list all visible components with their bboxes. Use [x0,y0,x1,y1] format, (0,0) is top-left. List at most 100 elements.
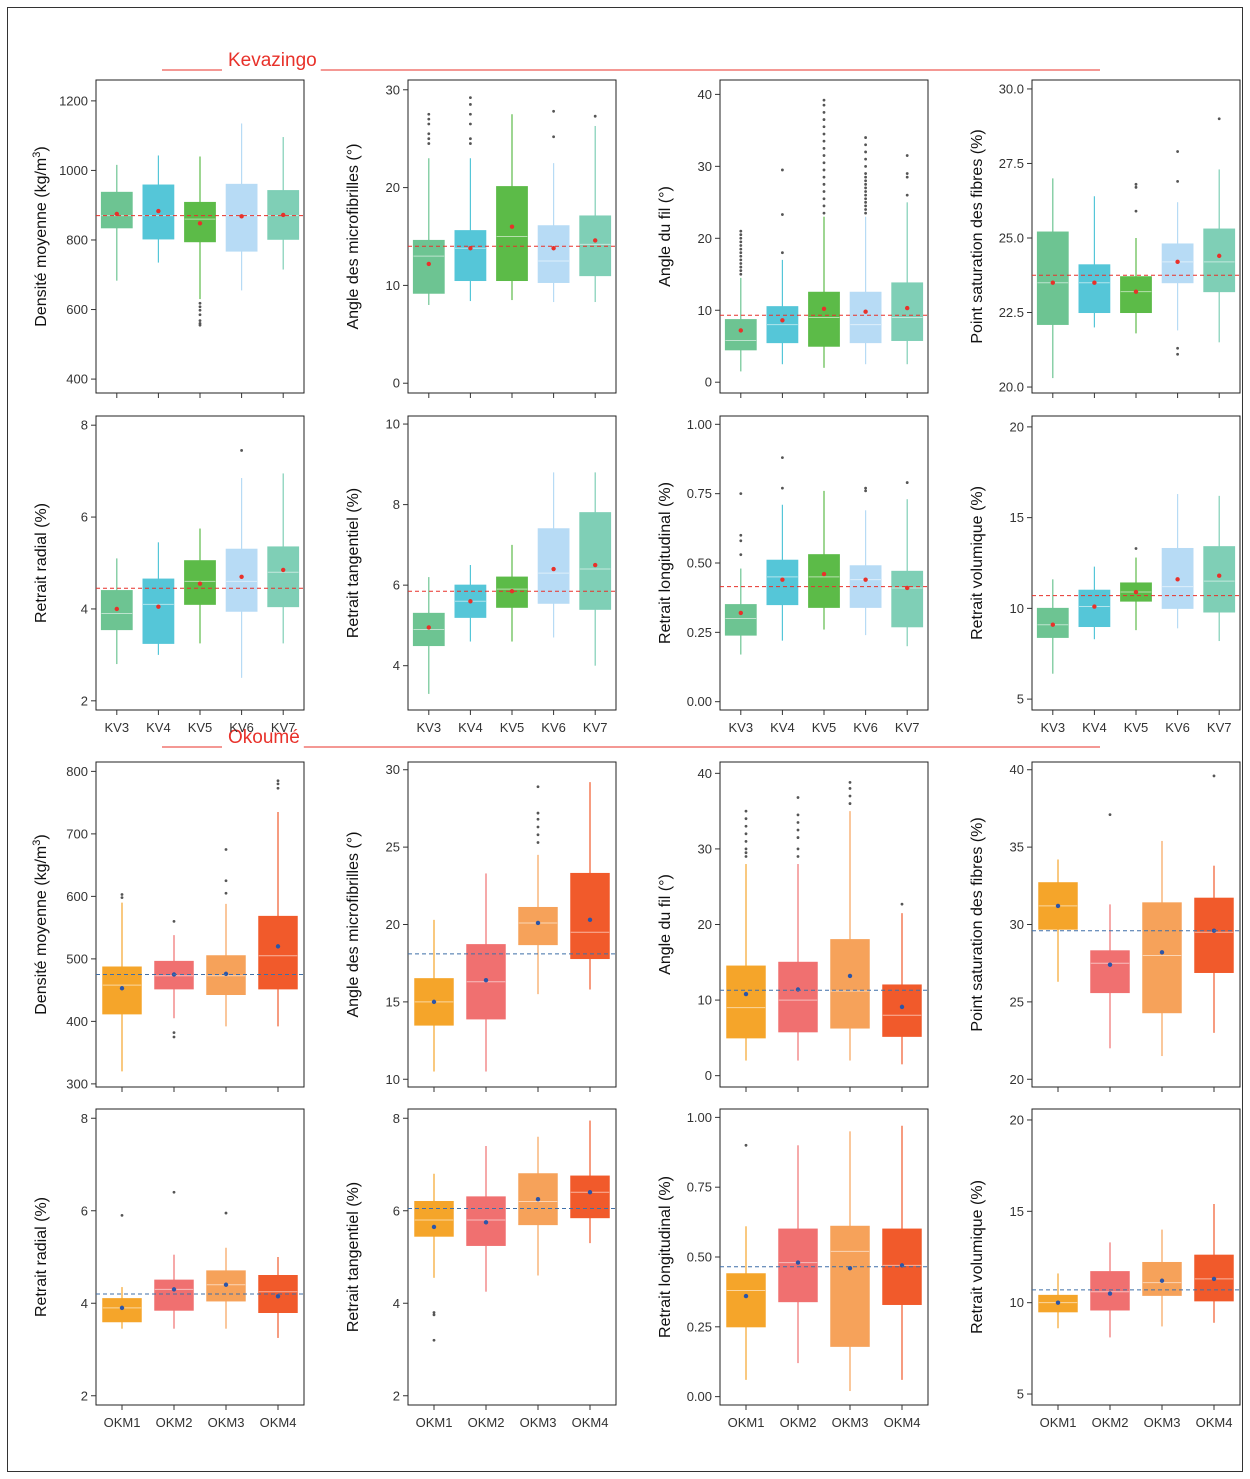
outlier-point [739,251,742,254]
outlier-point [823,205,826,208]
mean-marker [1092,604,1096,608]
x-tick-label: KV4 [458,720,483,735]
y-tick-label: 2 [81,693,88,708]
outlier-point [864,205,867,208]
y-tick-label: 10 [1010,601,1024,616]
mean-marker [198,221,202,225]
mean-marker [484,978,488,982]
outlier-point [745,1144,748,1147]
y-tick-label: 10 [1010,1295,1024,1310]
outlier-point [864,187,867,190]
mean-marker [120,986,124,990]
outlier-point [433,1339,436,1342]
y-axis-label: Retrait radial (%) [33,503,50,623]
panel-4: 20.022.525.027.530.0Point saturation des… [969,80,1240,398]
outlier-point [739,244,742,247]
section-header-0: Kevazingo [162,50,1100,71]
mean-marker [468,599,472,603]
mean-marker [1175,577,1179,581]
outlier-point [864,136,867,139]
x-tick-label: KV6 [541,720,566,735]
mean-marker [739,611,743,615]
outlier-point [823,104,826,107]
outlier-point [469,142,472,145]
mean-marker [551,567,555,571]
outlier-point [797,836,800,839]
box-iqr [538,529,569,604]
x-tick-label: KV5 [188,720,213,735]
mean-marker [822,572,826,576]
mean-marker [120,1306,124,1310]
x-tick-label: KV7 [895,720,920,735]
mean-marker [1175,260,1179,264]
panel-7: 0.00 0.25 0.50 0.75 1.00 Retrait longitudinal… [657,416,928,735]
outlier-point [823,169,826,172]
outlier-point [537,785,540,788]
x-tick-label: KV7 [583,720,608,735]
mean-marker [224,1283,228,1287]
panel-6: 4 6 8 10 Retrait tangentiel (%) KV3 KV4 KV5 KV6 K… [345,416,616,735]
box-iqr [1037,232,1068,324]
outlier-point [864,165,867,168]
y-tick-label: 0.75 [687,486,712,501]
y-tick-label: 20 [1010,1112,1024,1127]
outlier-point [781,487,784,490]
box-iqr [1204,547,1235,612]
outlier-point [469,103,472,106]
y-tick-label: 400 [66,1014,88,1029]
box-iqr [413,240,444,293]
outlier-point [739,273,742,276]
y-tick-label: 6 [81,1203,88,1218]
x-tick-label: OKM1 [728,1415,765,1430]
mean-marker [276,944,280,948]
x-tick-label: OKM4 [1196,1415,1233,1430]
y-tick-label: 27.5 [999,156,1024,171]
y-tick-label: 15 [1010,510,1024,525]
outlier-point [739,266,742,269]
mean-marker [593,563,597,567]
mean-marker [239,214,243,218]
outlier-point [173,1036,176,1039]
outlier-point [864,489,867,492]
x-tick-label: OKM1 [416,1415,453,1430]
y-axis-label: Angle des microfibrilles (°) [345,143,362,329]
outlier-point [240,449,243,452]
outlier-point [427,137,430,140]
outlier-point [745,840,748,843]
y-tick-label: 20 [386,180,400,195]
outlier-point [427,123,430,126]
outlier-point [469,123,472,126]
box-iqr [268,547,299,607]
box-iqr [809,555,840,608]
panel-12: 2025303540Point saturation des fibres (%… [969,762,1240,1092]
outlier-point [823,161,826,164]
y-tick-label: 10 [386,278,400,293]
outlier-point [864,183,867,186]
outlier-point [823,99,826,102]
y-tick-label: 30 [698,841,712,856]
y-tick-label: 700 [66,826,88,841]
outlier-point [781,251,784,254]
mean-marker [744,992,748,996]
mean-marker [1051,281,1055,285]
y-axis-label: Retrait volumique (%) [969,486,986,640]
y-axis-label: Densité moyenne (kg/m3) [31,834,50,1014]
x-tick-label: OKM4 [884,1415,921,1430]
y-tick-label: 20.0 [999,380,1024,395]
box-iqr [101,192,132,227]
x-tick-label: KV6 [229,720,254,735]
y-tick-label: 20 [698,917,712,932]
mean-marker [427,625,431,629]
mean-marker [172,1287,176,1291]
y-tick-label: 20 [386,917,400,932]
y-tick-label: 500 [66,951,88,966]
x-tick-label: KV3 [105,720,130,735]
y-tick-label: 35 [1010,840,1024,855]
outlier-point [864,176,867,179]
outlier-point [823,133,826,136]
y-tick-label: 4 [393,658,400,673]
x-tick-label: KV6 [1165,720,1190,735]
y-tick-label: 0.75 [687,1180,712,1195]
x-tick-label: KV4 [1082,720,1107,735]
outlier-point [906,172,909,175]
